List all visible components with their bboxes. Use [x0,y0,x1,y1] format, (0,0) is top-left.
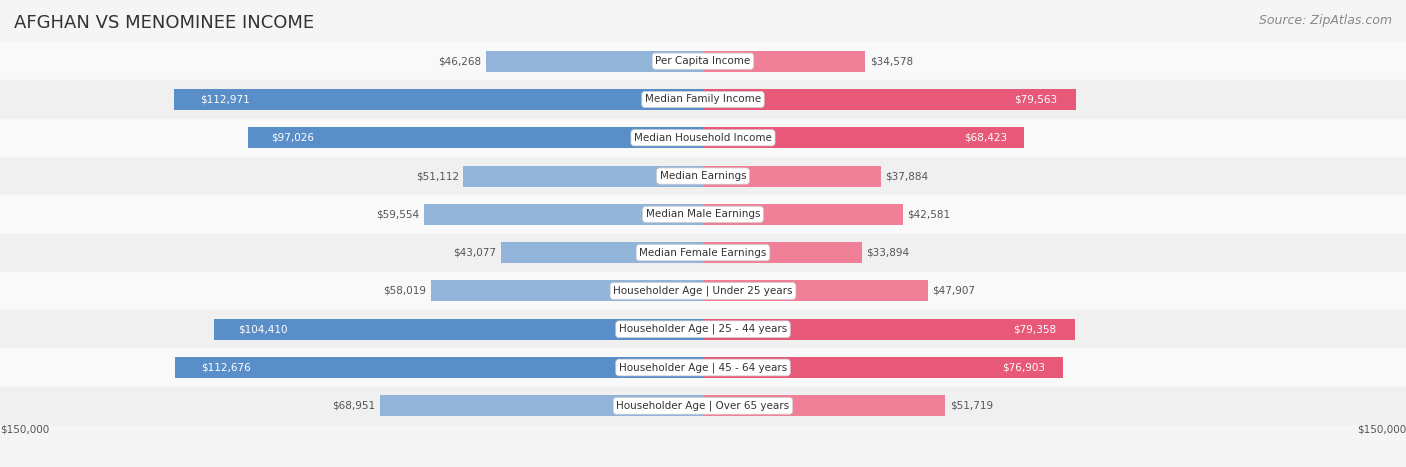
Text: $79,563: $79,563 [1014,94,1057,105]
Text: $97,026: $97,026 [271,133,314,143]
Text: Median Earnings: Median Earnings [659,171,747,181]
Text: $37,884: $37,884 [886,171,928,181]
Text: Median Household Income: Median Household Income [634,133,772,143]
Bar [486,50,703,72]
Bar [380,395,703,417]
Bar [0,119,1406,157]
Bar [423,204,703,225]
Text: $112,971: $112,971 [200,94,250,105]
Text: $104,410: $104,410 [238,324,288,334]
Bar [0,80,1406,119]
Text: $150,000: $150,000 [0,425,49,435]
Text: $76,903: $76,903 [1002,362,1046,373]
Bar [703,318,1076,340]
Text: $68,423: $68,423 [965,133,1008,143]
Text: $34,578: $34,578 [870,56,912,66]
Bar [0,272,1406,310]
Text: Householder Age | Over 65 years: Householder Age | Over 65 years [616,401,790,411]
Text: $51,719: $51,719 [950,401,993,411]
Text: Median Male Earnings: Median Male Earnings [645,209,761,219]
Text: Median Family Income: Median Family Income [645,94,761,105]
Bar [703,357,1063,378]
Text: $47,907: $47,907 [932,286,976,296]
Bar [214,318,703,340]
Text: Median Female Earnings: Median Female Earnings [640,248,766,258]
Text: $43,077: $43,077 [453,248,496,258]
Text: $68,951: $68,951 [332,401,375,411]
Text: $46,268: $46,268 [439,56,481,66]
Text: $112,676: $112,676 [201,362,252,373]
Bar [249,127,703,149]
Bar [0,157,1406,195]
Bar [703,165,880,187]
Bar [501,242,703,263]
Text: $58,019: $58,019 [384,286,426,296]
Bar [703,204,903,225]
Bar [0,42,1406,80]
Text: $42,581: $42,581 [907,209,950,219]
Text: Per Capita Income: Per Capita Income [655,56,751,66]
Bar [703,242,862,263]
Text: $59,554: $59,554 [375,209,419,219]
Bar [703,280,928,302]
Bar [703,50,865,72]
Bar [0,310,1406,348]
Bar [174,357,703,378]
Bar [703,395,945,417]
Text: $79,358: $79,358 [1014,324,1056,334]
Bar [703,127,1024,149]
Bar [0,348,1406,387]
Bar [464,165,703,187]
Text: Householder Age | Under 25 years: Householder Age | Under 25 years [613,286,793,296]
Text: Householder Age | 25 - 44 years: Householder Age | 25 - 44 years [619,324,787,334]
Text: $51,112: $51,112 [416,171,458,181]
Bar [432,280,703,302]
Bar [0,387,1406,425]
Text: Source: ZipAtlas.com: Source: ZipAtlas.com [1258,14,1392,27]
Bar [703,89,1076,110]
Bar [0,234,1406,272]
Bar [173,89,703,110]
Text: AFGHAN VS MENOMINEE INCOME: AFGHAN VS MENOMINEE INCOME [14,14,314,32]
Text: Householder Age | 45 - 64 years: Householder Age | 45 - 64 years [619,362,787,373]
Bar [0,195,1406,234]
Text: $150,000: $150,000 [1357,425,1406,435]
Text: $33,894: $33,894 [866,248,910,258]
